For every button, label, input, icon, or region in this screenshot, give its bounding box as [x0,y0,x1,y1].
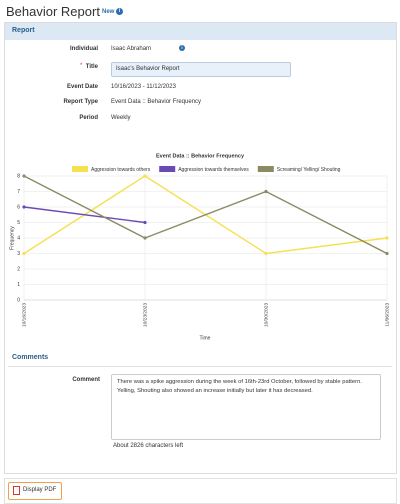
y-tick-label: 4 [17,235,20,241]
field-value: Weekly [111,115,131,121]
data-point [143,174,147,178]
data-point [22,251,26,256]
chars-left: About 2826 characters left [113,443,184,449]
field-value: 10/16/2023 - 11/12/2023 [111,84,176,90]
display-pdf-button[interactable] [8,482,62,500]
comment-text: There was a spike aggression during the … [117,379,362,394]
field-value: Isaac Abraham [111,46,152,52]
y-tick-label: 8 [17,173,20,179]
y-tick-label: 3 [17,251,20,257]
pdf-icon [13,486,20,495]
legend-label: Aggression towards themselves [178,167,249,173]
field-label: Period [79,115,98,121]
separator [8,366,392,367]
data-point [22,205,26,209]
y-tick-label: 5 [17,220,20,226]
data-point [143,236,147,240]
y-axis-label: Frequency [9,226,15,250]
x-tick-label: 10/16/2023 [21,303,27,327]
legend-swatch [72,166,88,172]
legend-swatch [159,166,176,172]
field-value: Event Data :: Behavior Frequency [111,99,202,105]
info-icon[interactable]: i [179,45,185,51]
y-tick-label: 1 [17,282,20,288]
x-tick-label: 10/23/2023 [142,303,148,327]
panel-title: Report [12,27,35,34]
button-label: Display PDF [23,487,57,493]
data-point [385,251,389,256]
panel-header [5,23,396,40]
x-tick-label: 11/06/2023 [384,303,390,327]
y-tick-label: 6 [17,204,20,210]
data-point [264,251,268,256]
comment-textarea[interactable] [111,374,381,440]
report-panel [4,22,397,474]
page-title: Behavior Report [6,4,100,19]
data-point [385,236,389,240]
series-line [23,175,388,255]
field-label: Individual [69,46,98,52]
legend-label: Screaming/ Yelling/ Shouting [277,167,341,173]
required-mark: * [80,63,83,69]
field-label: Event Date [66,84,98,90]
comments-title: Comments [12,354,49,361]
legend-swatch [257,166,274,172]
info-icon[interactable]: i [116,8,123,15]
y-tick-label: 7 [17,189,20,195]
data-point [264,189,268,194]
legend-label: Aggression towards others [91,167,151,173]
field-label: Report Type [63,99,98,105]
footer [4,478,397,504]
title-input[interactable] [111,62,291,77]
data-point [22,174,26,178]
new-badge: New [102,9,115,15]
x-tick-label: 10/30/2023 [263,303,269,327]
comment-label: Comment [72,377,100,383]
y-tick-label: 2 [17,266,20,272]
chart-title: Event Data :: Behavior Frequency [156,153,245,159]
chart: Event Data :: Behavior Frequency Time Fr… [9,153,390,341]
x-axis-label: Time [200,335,211,341]
field-value: Isaac's Behavior Report [116,66,180,72]
field-label: Title [85,64,98,70]
y-tick-label: 0 [17,297,20,303]
data-point [143,220,147,225]
series-line [23,206,146,224]
